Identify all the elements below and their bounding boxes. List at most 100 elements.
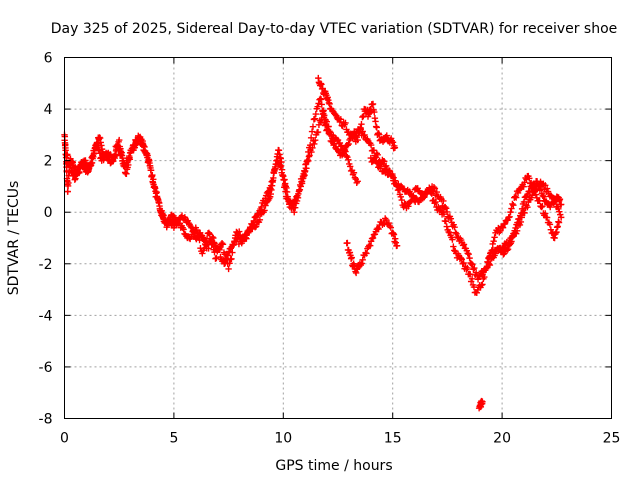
data-point — [236, 228, 243, 235]
y-axis: -8 -6 -4 -2 0 2 4 6 — [39, 51, 612, 428]
data-point — [296, 186, 303, 194]
data-point — [389, 139, 397, 146]
data-point — [387, 224, 395, 231]
data-point — [64, 151, 71, 158]
data-point — [291, 209, 298, 216]
data-point — [348, 254, 355, 261]
data-point — [250, 217, 258, 225]
data-point — [430, 184, 438, 191]
data-point — [126, 156, 134, 163]
data-point — [512, 230, 520, 237]
data-point — [205, 229, 213, 237]
data-point — [407, 198, 414, 206]
y-tick-label: 6 — [44, 51, 53, 67]
data-point — [304, 157, 311, 164]
chart-title: Day 325 of 2025, Sidereal Day-to-day VTE… — [51, 21, 618, 37]
data-point — [524, 204, 531, 211]
data-point — [409, 193, 417, 200]
data-point — [542, 210, 549, 217]
data-point — [255, 211, 262, 218]
data-point — [342, 148, 349, 155]
data-point — [314, 103, 321, 110]
data-point — [432, 198, 439, 206]
data-point — [369, 234, 377, 242]
data-point — [428, 190, 435, 197]
data-point — [158, 207, 165, 214]
data-point — [323, 118, 330, 125]
data-point — [377, 161, 385, 168]
data-point — [518, 214, 525, 221]
y-tick-label: -2 — [39, 257, 53, 273]
data-point — [390, 231, 398, 238]
data-point — [218, 239, 226, 247]
data-point — [431, 185, 439, 192]
data-point — [295, 190, 302, 198]
data-point — [366, 242, 374, 249]
data-point — [344, 142, 351, 149]
data-point — [343, 152, 350, 160]
x-tick-label: 20 — [493, 431, 511, 447]
data-point — [367, 141, 375, 149]
data-point — [375, 225, 382, 233]
data-point — [470, 266, 477, 273]
data-point — [350, 169, 358, 176]
x-tick-label: 0 — [60, 431, 69, 447]
data-point — [393, 183, 401, 190]
data-point — [528, 192, 536, 199]
data-point — [64, 188, 71, 195]
data-point — [542, 182, 549, 189]
series-trace-5 — [367, 154, 563, 296]
data-point — [256, 216, 264, 224]
data-point — [357, 124, 364, 131]
data-point — [500, 251, 507, 258]
data-point — [376, 131, 383, 138]
data-point — [199, 250, 206, 257]
data-point — [508, 238, 515, 245]
data-point — [395, 186, 403, 193]
data-point — [431, 200, 438, 207]
data-point — [500, 244, 508, 251]
data-point — [398, 196, 405, 204]
data-point — [261, 200, 268, 207]
data-point — [314, 128, 322, 136]
data-point — [317, 119, 325, 126]
x-axis: 0 5 10 15 20 25 — [60, 57, 620, 447]
data-point — [269, 177, 277, 184]
data-point — [358, 260, 365, 267]
data-point — [291, 197, 298, 204]
data-point — [226, 260, 233, 267]
data-point — [427, 189, 435, 196]
data-point — [149, 171, 156, 179]
data-point — [392, 181, 400, 189]
data-point — [547, 226, 555, 233]
data-point — [305, 148, 312, 156]
data-point — [478, 282, 485, 289]
data-point — [479, 281, 486, 288]
data-point — [447, 215, 455, 222]
data-point — [65, 179, 72, 187]
data-point — [337, 143, 345, 150]
data-point — [87, 161, 95, 169]
data-point — [311, 140, 318, 148]
data-point — [555, 219, 563, 226]
data-point — [516, 221, 524, 229]
data-point — [407, 197, 415, 205]
series-trace-4 — [343, 215, 401, 277]
data-point — [410, 194, 418, 201]
data-point — [391, 144, 399, 151]
data-point — [547, 203, 554, 211]
data-point — [466, 254, 473, 262]
data-point — [453, 230, 460, 238]
data-point — [421, 193, 428, 201]
data-point — [249, 221, 257, 228]
data-point — [442, 205, 450, 212]
y-tick-label: 0 — [44, 205, 53, 221]
series-trace-7 — [475, 397, 486, 412]
data-point — [281, 181, 289, 189]
data-point — [450, 243, 457, 250]
data-point — [381, 158, 388, 165]
data-point — [469, 261, 476, 268]
data-point — [359, 256, 366, 264]
data-point — [341, 147, 348, 154]
data-point — [277, 162, 285, 169]
